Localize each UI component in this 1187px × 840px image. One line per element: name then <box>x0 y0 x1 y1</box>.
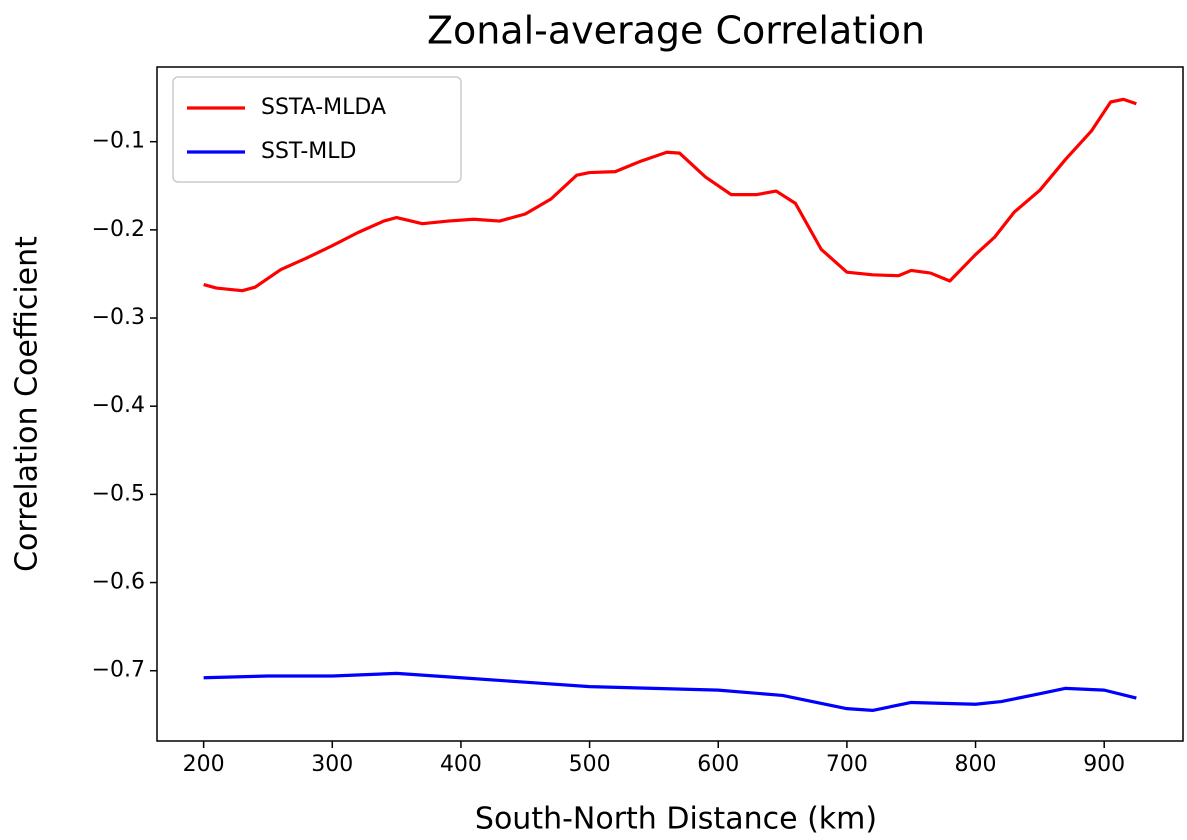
y-tick-label: −0.2 <box>92 217 145 242</box>
x-tick-label: 900 <box>1083 752 1125 777</box>
data-line <box>203 671 1137 712</box>
x-tick-label: 400 <box>440 752 482 777</box>
y-tick-label: −0.3 <box>92 305 145 330</box>
y-axis-label: Correlation Coefficient <box>10 236 45 572</box>
x-tick-label: 700 <box>826 752 868 777</box>
chart-title: Zonal-average Correlation <box>427 9 925 53</box>
y-tick-label: −0.7 <box>92 658 145 683</box>
x-axis-label: South-North Distance (km) <box>475 802 877 837</box>
legend-box <box>172 76 462 183</box>
y-tick-label: −0.1 <box>92 129 145 154</box>
y-tick-label: −0.5 <box>92 481 145 506</box>
x-tick-label: 800 <box>955 752 997 777</box>
plot-frame <box>156 66 1184 742</box>
x-tick-label: 600 <box>697 752 739 777</box>
y-tick-label: −0.4 <box>92 393 145 418</box>
legend-label: SST-MLD <box>261 139 356 164</box>
y-tick-label: −0.6 <box>92 570 145 595</box>
legend-label: SSTA-MLDA <box>261 95 386 120</box>
x-tick-label: 300 <box>311 752 353 777</box>
x-tick-label: 200 <box>183 752 225 777</box>
x-tick-label: 500 <box>569 752 611 777</box>
data-line <box>203 97 1137 293</box>
